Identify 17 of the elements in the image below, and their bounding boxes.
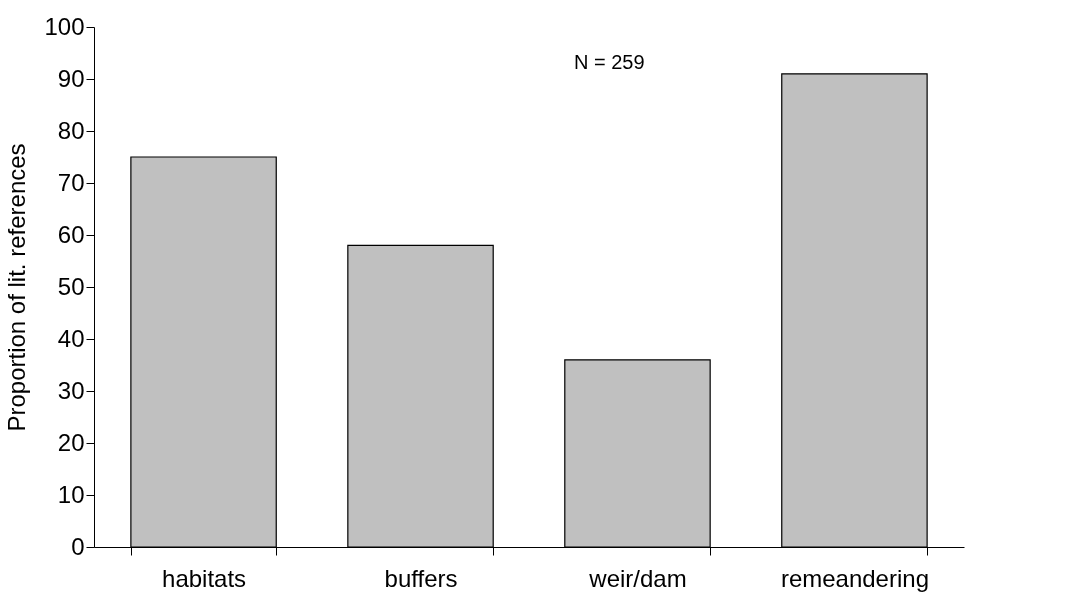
y-tick-label: 20 <box>57 428 85 456</box>
y-axis-title: Proportion of lit. references <box>3 143 31 432</box>
y-tick-label: 80 <box>57 116 85 144</box>
y-tick-label: 30 <box>57 376 85 404</box>
y-tick-label: 50 <box>57 272 85 300</box>
y-tick-label: 10 <box>57 480 85 508</box>
x-tick-label: remeandering <box>780 564 929 592</box>
y-tick-label: 100 <box>44 12 85 40</box>
y-tick-label: 0 <box>71 532 85 560</box>
x-tick-label: buffers <box>384 564 458 592</box>
x-tick-label: weir/dam <box>588 564 687 592</box>
y-tick-label: 60 <box>57 220 85 248</box>
x-tick-label: habitats <box>162 564 247 592</box>
annotation: N = 259 <box>574 51 645 73</box>
y-tick-label: 70 <box>57 168 85 196</box>
y-tick-label: 40 <box>57 324 85 352</box>
y-tick-label: 90 <box>57 64 85 92</box>
